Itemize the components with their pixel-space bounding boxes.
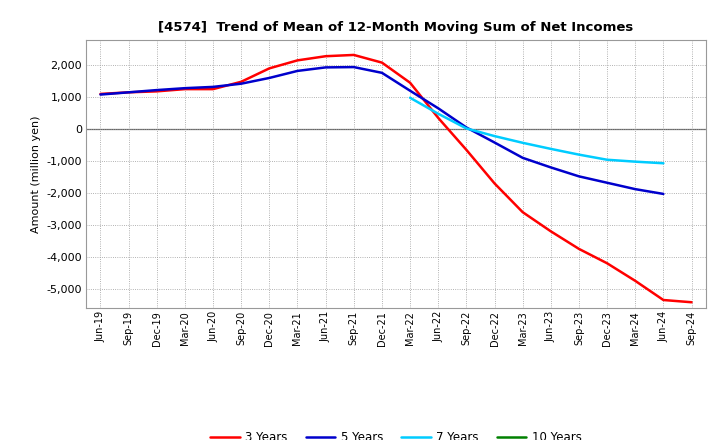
3 Years: [321, 54, 330, 59]
3 Years: [377, 60, 386, 65]
3 Years: [153, 89, 161, 94]
3 Years: [293, 58, 302, 63]
3 Years: [490, 181, 499, 186]
7 Years: [490, 133, 499, 139]
5 Years: [265, 75, 274, 81]
Line: 5 Years: 5 Years: [101, 67, 663, 194]
7 Years: [518, 140, 527, 146]
3 Years: [96, 91, 105, 96]
5 Years: [153, 88, 161, 93]
5 Years: [125, 90, 133, 95]
5 Years: [462, 125, 471, 130]
Y-axis label: Amount (million yen): Amount (million yen): [31, 115, 41, 233]
5 Years: [659, 191, 667, 197]
Title: [4574]  Trend of Mean of 12-Month Moving Sum of Net Incomes: [4574] Trend of Mean of 12-Month Moving …: [158, 21, 634, 34]
3 Years: [518, 209, 527, 215]
Line: 3 Years: 3 Years: [101, 55, 691, 302]
5 Years: [518, 155, 527, 161]
3 Years: [546, 229, 555, 234]
7 Years: [631, 159, 639, 164]
3 Years: [434, 115, 443, 121]
5 Years: [406, 88, 415, 93]
5 Years: [321, 65, 330, 70]
5 Years: [293, 68, 302, 73]
5 Years: [631, 187, 639, 192]
3 Years: [125, 90, 133, 95]
3 Years: [659, 297, 667, 303]
3 Years: [237, 79, 246, 84]
7 Years: [659, 161, 667, 166]
7 Years: [434, 111, 443, 116]
5 Years: [434, 106, 443, 111]
3 Years: [575, 246, 583, 252]
5 Years: [377, 70, 386, 76]
5 Years: [96, 92, 105, 97]
3 Years: [209, 87, 217, 92]
7 Years: [406, 95, 415, 100]
Legend: 3 Years, 5 Years, 7 Years, 10 Years: 3 Years, 5 Years, 7 Years, 10 Years: [205, 427, 587, 440]
3 Years: [181, 87, 189, 92]
5 Years: [349, 64, 358, 70]
5 Years: [181, 85, 189, 91]
7 Years: [546, 146, 555, 151]
3 Years: [349, 52, 358, 58]
7 Years: [462, 126, 471, 131]
5 Years: [209, 84, 217, 89]
5 Years: [490, 140, 499, 145]
5 Years: [575, 174, 583, 179]
3 Years: [631, 278, 639, 283]
5 Years: [237, 81, 246, 86]
3 Years: [462, 147, 471, 153]
7 Years: [603, 157, 611, 162]
5 Years: [546, 165, 555, 170]
3 Years: [603, 260, 611, 266]
7 Years: [575, 152, 583, 157]
Line: 7 Years: 7 Years: [410, 98, 663, 163]
5 Years: [603, 180, 611, 185]
3 Years: [406, 80, 415, 85]
3 Years: [265, 66, 274, 71]
3 Years: [687, 300, 696, 305]
